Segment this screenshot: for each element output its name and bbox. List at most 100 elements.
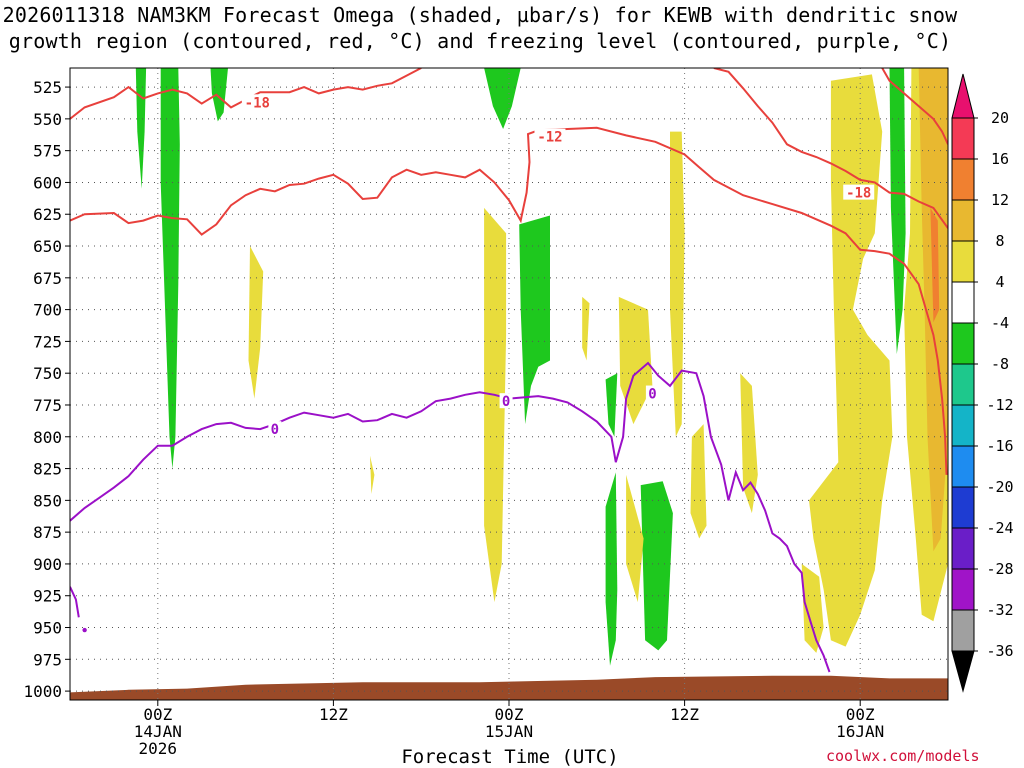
freezing-level-contour-0 bbox=[70, 361, 831, 673]
colorbar-label-3: 8 bbox=[995, 232, 1004, 250]
omega-region-warm-10 bbox=[801, 563, 824, 653]
omega-region-up-3 bbox=[210, 68, 228, 122]
colorbar-segment-3 bbox=[951, 240, 975, 283]
chart-title-line-2: growth region (contoured, red, °C) and f… bbox=[8, 29, 952, 53]
omega-region-up-2 bbox=[160, 68, 180, 469]
colorbar-label-6: -8 bbox=[991, 355, 1009, 373]
colorbar-label-2: 12 bbox=[991, 191, 1009, 209]
contour-label-bg-1 bbox=[534, 128, 566, 144]
colorbar-top-arrow bbox=[951, 73, 975, 119]
freezing-level-contour-1 bbox=[70, 586, 80, 618]
y-tick-label-600: 600 bbox=[33, 173, 62, 192]
colorbar-segment-10 bbox=[951, 527, 975, 570]
freezing-level-point bbox=[82, 627, 87, 633]
y-tick-label-625: 625 bbox=[33, 205, 62, 224]
omega-region-up-1 bbox=[135, 68, 147, 189]
colorbar-label-10: -24 bbox=[986, 519, 1013, 537]
contour-label-bg-2 bbox=[843, 184, 875, 200]
colorbar-bottom-arrow bbox=[951, 650, 975, 693]
contour-label-4: 0 bbox=[502, 394, 510, 410]
x-tick-label-54-0: 00Z bbox=[846, 705, 875, 724]
y-tick-label-575: 575 bbox=[33, 142, 62, 161]
omega-region-up-4 bbox=[484, 68, 521, 129]
colorbar-label-0: 20 bbox=[991, 109, 1009, 127]
x-tick-label-18-0: 12Z bbox=[319, 705, 348, 724]
dgz-contour-3 bbox=[881, 68, 948, 145]
colorbar-segment-2 bbox=[951, 199, 975, 242]
omega-region-up-6 bbox=[605, 472, 618, 666]
omega-region-up-8 bbox=[605, 373, 618, 437]
y-tick-label-650: 650 bbox=[33, 237, 62, 256]
colorbar-label-1: 16 bbox=[991, 150, 1009, 168]
colorbar-segment-6 bbox=[951, 363, 975, 406]
contour-label-3: 0 bbox=[271, 422, 279, 438]
omega-region-up-5 bbox=[519, 215, 550, 425]
omega-region-warm-8 bbox=[690, 424, 707, 539]
x-tick-label-6-0: 00Z bbox=[143, 705, 172, 724]
contour-label-bg-5 bbox=[645, 385, 659, 401]
dgz-contour-2 bbox=[70, 126, 948, 475]
y-tick-label-900: 900 bbox=[33, 555, 62, 574]
omega-region-warm-2 bbox=[370, 455, 375, 494]
omega-region-warm-4 bbox=[582, 296, 590, 361]
omega-region-warm-3 bbox=[484, 207, 507, 603]
y-tick-label-800: 800 bbox=[33, 428, 62, 447]
x-tick-label-30-1: 15JAN bbox=[485, 722, 533, 741]
y-tick-label-850: 850 bbox=[33, 491, 62, 510]
plot-area: -18 -12 -18 0 0 0 bbox=[70, 68, 948, 700]
omega-region-warm-1 bbox=[248, 246, 264, 399]
y-tick-label-775: 775 bbox=[33, 396, 62, 415]
contour-label-bg-3 bbox=[268, 421, 282, 437]
omega-region-warm-5 bbox=[618, 296, 653, 425]
chart-title: 2026011318 NAM3KM Forecast Omega (shaded… bbox=[0, 2, 960, 54]
colorbar-segment-1 bbox=[951, 158, 975, 201]
omega-region-up-7 bbox=[640, 481, 673, 651]
colorbar-segment-11 bbox=[951, 568, 975, 611]
credit-text: coolwx.com/models bbox=[826, 747, 980, 765]
contour-label-1: -12 bbox=[537, 130, 562, 146]
colorbar-label-5: -4 bbox=[991, 314, 1009, 332]
y-tick-label-525: 525 bbox=[33, 78, 62, 97]
colorbar-label-11: -28 bbox=[986, 560, 1013, 578]
x-tick-label-30-0: 00Z bbox=[495, 705, 524, 724]
x-tick-label-54-1: 16JAN bbox=[836, 722, 884, 741]
colorbar-label-9: -20 bbox=[986, 478, 1013, 496]
colorbar-label-8: -16 bbox=[986, 437, 1013, 455]
contour-label-bg-0 bbox=[241, 94, 273, 110]
contour-label-bg-4 bbox=[499, 393, 513, 409]
colorbar-label-13: -36 bbox=[986, 642, 1013, 660]
colorbar-segment-7 bbox=[951, 404, 975, 447]
x-tick-label-6-1: 14JAN bbox=[134, 722, 182, 741]
colorbar-label-7: -12 bbox=[986, 396, 1013, 414]
colorbar-segment-0 bbox=[951, 117, 975, 160]
terrain-surface bbox=[70, 675, 948, 700]
x-tick-label-42-0: 12Z bbox=[670, 705, 699, 724]
x-tick-label-6-2: 2026 bbox=[139, 739, 178, 758]
colorbar-segment-12 bbox=[951, 609, 975, 652]
contour-label-2: -18 bbox=[846, 186, 871, 202]
y-tick-label-925: 925 bbox=[33, 587, 62, 606]
y-tick-label-975: 975 bbox=[33, 650, 62, 669]
y-tick-label-825: 825 bbox=[33, 460, 62, 479]
omega-region-warm-9 bbox=[740, 373, 758, 514]
contour-label-5: 0 bbox=[648, 387, 656, 403]
y-tick-label-700: 700 bbox=[33, 301, 62, 320]
y-tick-label-675: 675 bbox=[33, 269, 62, 288]
y-tick-label-875: 875 bbox=[33, 523, 62, 542]
omega-region-warm-14 bbox=[930, 207, 940, 323]
colorbar-label-4: 4 bbox=[995, 273, 1004, 291]
chart-title-line-1: 2026011318 NAM3KM Forecast Omega (shaded… bbox=[2, 3, 958, 27]
y-tick-label-725: 725 bbox=[33, 332, 62, 351]
dgz-contour-1 bbox=[713, 68, 948, 229]
colorbar-segment-8 bbox=[951, 445, 975, 488]
omega-region-warm-7 bbox=[670, 131, 685, 437]
y-tick-label-1000: 1000 bbox=[23, 682, 62, 701]
omega-region-up-9 bbox=[889, 68, 906, 355]
omega-region-warm-6 bbox=[626, 474, 644, 603]
x-axis-label: Forecast Time (UTC) bbox=[401, 746, 619, 768]
contour-label-0: -18 bbox=[245, 95, 270, 111]
colorbar-segment-5 bbox=[951, 322, 975, 365]
y-tick-label-950: 950 bbox=[33, 619, 62, 638]
omega-region-warm-11 bbox=[809, 74, 893, 647]
